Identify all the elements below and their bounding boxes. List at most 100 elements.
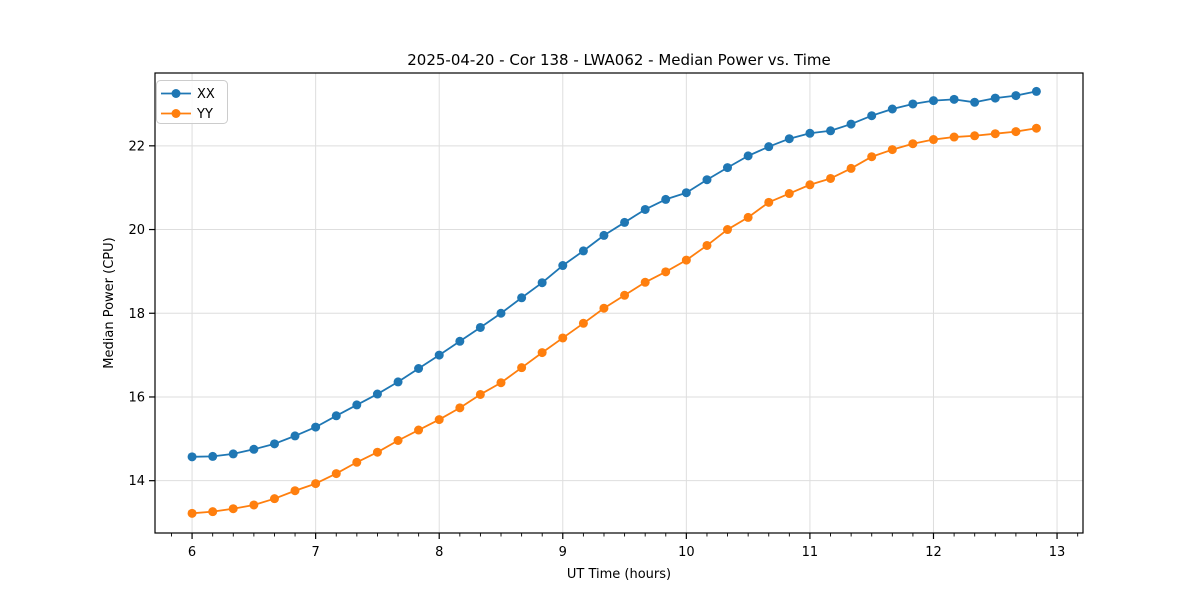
series-line-yy — [191, 127, 1037, 515]
data-point-yy — [414, 425, 424, 435]
data-point-xx — [1011, 91, 1021, 101]
data-point-yy — [887, 145, 897, 155]
data-point-xx — [908, 99, 918, 109]
data-point-yy — [372, 447, 382, 457]
x-tick-label: 11 — [802, 545, 819, 560]
data-point-xx — [867, 111, 877, 121]
data-point-xx — [1031, 86, 1041, 96]
data-point-xx — [826, 126, 836, 136]
x-axis-label: UT Time (hours) — [567, 567, 671, 582]
data-point-yy — [187, 508, 197, 518]
data-point-xx — [764, 142, 774, 152]
data-point-yy — [805, 180, 815, 190]
data-point-xx — [784, 134, 794, 144]
data-point-yy — [743, 212, 753, 222]
data-point-xx — [661, 194, 671, 204]
data-point-xx — [517, 293, 527, 303]
plot-border — [154, 72, 1084, 534]
x-tick-label: 13 — [1049, 545, 1066, 560]
data-point-xx — [496, 308, 506, 318]
data-point-yy — [496, 378, 506, 388]
data-point-yy — [208, 507, 218, 517]
data-point-yy — [970, 131, 980, 141]
data-point-xx — [743, 151, 753, 161]
x-tick-label: 7 — [311, 545, 319, 560]
data-point-yy — [475, 389, 485, 399]
data-point-xx — [970, 97, 980, 107]
ticks-layer: 6 7 8 9 10 11 12 13 14 16 18 20 22 — [128, 139, 1079, 560]
legend-label-yy: YY — [196, 107, 213, 122]
series-layer — [187, 86, 1041, 518]
data-point-yy — [702, 240, 712, 250]
data-point-xx — [640, 204, 650, 214]
data-point-xx — [455, 336, 465, 346]
data-point-xx — [269, 439, 279, 449]
grid-layer — [155, 73, 1083, 533]
data-point-yy — [537, 348, 547, 358]
legend-marker-icon-xx — [171, 89, 181, 98]
data-point-xx — [846, 119, 856, 129]
data-point-xx — [805, 128, 815, 138]
legend-box — [156, 80, 228, 124]
data-point-yy — [908, 139, 918, 149]
data-point-yy — [290, 486, 300, 496]
data-point-yy — [867, 152, 877, 162]
data-point-xx — [372, 389, 382, 399]
data-point-xx — [208, 451, 218, 461]
chart-title: 2025-04-20 - Cor 138 - LWA062 - Median P… — [407, 51, 831, 69]
data-point-yy — [434, 415, 444, 425]
data-point-xx — [990, 93, 1000, 103]
x-tick-label: 9 — [559, 545, 567, 560]
data-point-yy — [393, 435, 403, 445]
data-point-xx — [578, 246, 588, 256]
data-point-yy — [949, 132, 959, 142]
data-point-yy — [846, 163, 856, 173]
data-point-xx — [475, 322, 485, 332]
data-point-yy — [269, 494, 279, 504]
data-point-xx — [887, 104, 897, 114]
legend-marker-icon-yy — [171, 109, 181, 118]
data-point-xx — [949, 94, 959, 104]
data-point-xx — [681, 188, 691, 198]
data-point-xx — [249, 444, 259, 454]
data-point-yy — [640, 277, 650, 287]
data-point-yy — [928, 135, 938, 145]
data-point-xx — [620, 217, 630, 227]
y-axis-label: Median Power (CPU) — [102, 237, 117, 368]
data-point-xx — [393, 377, 403, 387]
data-point-yy — [311, 479, 321, 489]
data-point-yy — [661, 267, 671, 277]
data-point-xx — [414, 364, 424, 374]
legend: XX YY — [156, 80, 228, 124]
data-point-yy — [620, 290, 630, 300]
data-point-yy — [352, 457, 362, 467]
data-point-yy — [1031, 123, 1041, 133]
data-point-xx — [537, 278, 547, 288]
data-point-xx — [228, 449, 238, 459]
y-tick-label: 22 — [128, 139, 145, 154]
y-tick-label: 18 — [128, 307, 145, 322]
data-point-xx — [187, 452, 197, 462]
y-tick-label: 20 — [128, 223, 145, 238]
x-tick-label: 12 — [925, 545, 942, 560]
data-point-xx — [290, 431, 300, 441]
data-point-xx — [352, 400, 362, 410]
y-tick-label: 16 — [128, 390, 145, 405]
data-point-xx — [702, 175, 712, 185]
x-tick-label: 6 — [188, 545, 196, 560]
data-point-xx — [599, 230, 609, 240]
x-tick-label: 10 — [678, 545, 695, 560]
data-point-yy — [722, 225, 732, 235]
data-point-yy — [826, 173, 836, 183]
data-point-yy — [455, 403, 465, 413]
data-point-xx — [311, 422, 321, 432]
data-point-xx — [558, 261, 568, 271]
legend-label-xx: XX — [197, 87, 215, 102]
data-point-yy — [599, 303, 609, 313]
data-point-xx — [722, 163, 732, 173]
data-point-yy — [990, 129, 1000, 139]
data-point-yy — [1011, 127, 1021, 137]
data-point-yy — [681, 255, 691, 265]
